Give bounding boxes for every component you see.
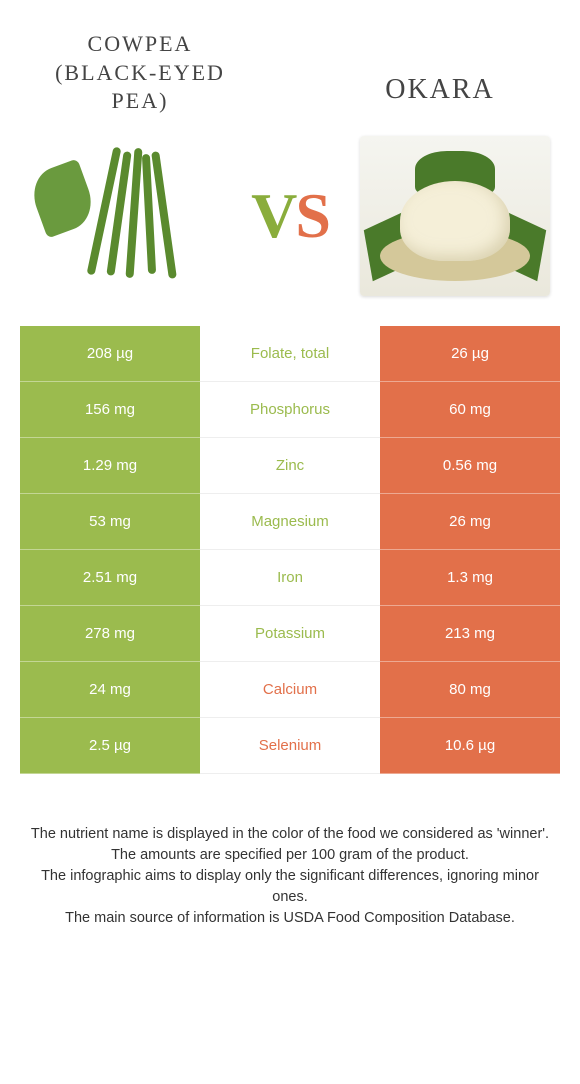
nutrient-name: Magnesium (200, 494, 380, 550)
right-value: 60 mg (380, 382, 560, 438)
nutrient-name: Selenium (200, 718, 380, 774)
left-food-title: COWPEA (BLACK-EYED PEA) (40, 30, 240, 116)
left-value: 2.51 mg (20, 550, 200, 606)
footnote-line: The amounts are specified per 100 gram o… (25, 845, 555, 866)
footnote-line: The main source of information is USDA F… (25, 908, 555, 929)
left-value: 2.5 µg (20, 718, 200, 774)
footnote-line: The infographic aims to display only the… (25, 866, 555, 908)
nutrient-row: 1.29 mgZinc0.56 mg (20, 438, 560, 494)
left-value: 53 mg (20, 494, 200, 550)
nutrient-row: 24 mgCalcium80 mg (20, 662, 560, 718)
left-value: 1.29 mg (20, 438, 200, 494)
right-food-image (360, 136, 550, 296)
nutrient-row: 2.51 mgIron1.3 mg (20, 550, 560, 606)
left-value: 156 mg (20, 382, 200, 438)
vs-s: S (295, 180, 329, 251)
right-food-title: OKARA (340, 74, 540, 116)
footnotes: The nutrient name is displayed in the co… (0, 774, 580, 929)
nutrient-table: 208 µgFolate, total26 µg156 mgPhosphorus… (20, 326, 560, 774)
left-food-image (30, 136, 220, 296)
right-value: 0.56 mg (380, 438, 560, 494)
nutrient-row: 278 mgPotassium213 mg (20, 606, 560, 662)
vs-label: VS (251, 179, 329, 253)
nutrient-row: 2.5 µgSelenium10.6 µg (20, 718, 560, 774)
vs-v: V (251, 180, 295, 251)
nutrient-name: Iron (200, 550, 380, 606)
left-value: 278 mg (20, 606, 200, 662)
nutrient-name: Zinc (200, 438, 380, 494)
nutrient-row: 53 mgMagnesium26 mg (20, 494, 560, 550)
right-value: 26 mg (380, 494, 560, 550)
nutrient-name: Potassium (200, 606, 380, 662)
nutrient-row: 208 µgFolate, total26 µg (20, 326, 560, 382)
right-value: 213 mg (380, 606, 560, 662)
right-value: 26 µg (380, 326, 560, 382)
right-value: 10.6 µg (380, 718, 560, 774)
right-value: 80 mg (380, 662, 560, 718)
nutrient-row: 156 mgPhosphorus60 mg (20, 382, 560, 438)
left-value: 24 mg (20, 662, 200, 718)
nutrient-name: Folate, total (200, 326, 380, 382)
right-value: 1.3 mg (380, 550, 560, 606)
nutrient-name: Phosphorus (200, 382, 380, 438)
left-value: 208 µg (20, 326, 200, 382)
footnote-line: The nutrient name is displayed in the co… (25, 824, 555, 845)
nutrient-name: Calcium (200, 662, 380, 718)
